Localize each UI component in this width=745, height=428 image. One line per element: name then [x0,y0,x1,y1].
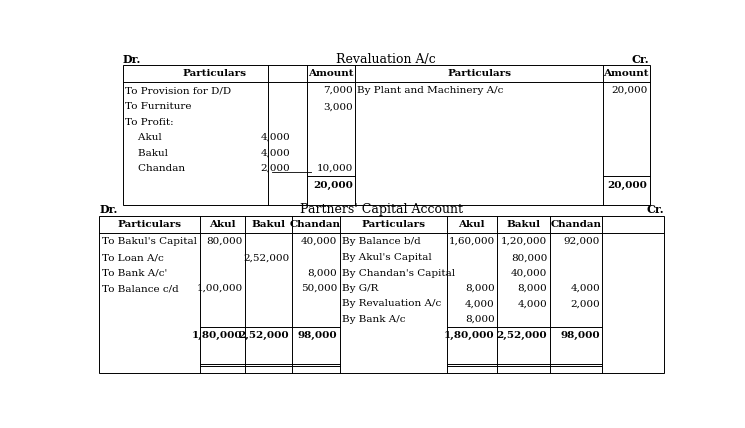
Text: To Balance c/d: To Balance c/d [101,284,178,293]
Text: 4,000: 4,000 [518,300,548,309]
Text: Particulars: Particulars [118,220,182,229]
Text: 1,80,000: 1,80,000 [444,331,495,340]
Text: Amount: Amount [603,69,649,78]
Text: 3,000: 3,000 [323,102,352,111]
Text: 92,000: 92,000 [564,237,600,246]
Text: Chandan: Chandan [551,220,601,229]
Text: To Profit:: To Profit: [125,118,174,127]
Text: Akul: Akul [209,220,236,229]
Text: 40,000: 40,000 [511,269,548,278]
Text: 8,000: 8,000 [465,284,495,293]
Text: 20,000: 20,000 [607,181,647,190]
Text: 8,000: 8,000 [518,284,548,293]
Text: 8,000: 8,000 [308,269,337,278]
Text: 40,000: 40,000 [301,237,337,246]
Text: Revaluation A/c: Revaluation A/c [336,53,436,65]
Text: Partners' Capital Account: Partners' Capital Account [300,203,463,217]
Text: By Chandan's Capital: By Chandan's Capital [342,269,455,278]
Text: 1,60,000: 1,60,000 [448,237,495,246]
Text: 20,000: 20,000 [611,86,647,95]
Text: 1,20,000: 1,20,000 [501,237,548,246]
Text: 80,000: 80,000 [206,237,243,246]
Text: Cr.: Cr. [632,54,650,65]
Text: To Bank A/c': To Bank A/c' [101,269,167,278]
Text: 1,00,000: 1,00,000 [197,284,243,293]
Text: 2,52,000: 2,52,000 [238,331,289,340]
Text: By Akul's Capital: By Akul's Capital [342,253,431,262]
Text: To Bakul's Capital: To Bakul's Capital [101,237,197,246]
Text: Bakul: Bakul [251,220,285,229]
Text: Chandan: Chandan [290,220,341,229]
Text: 50,000: 50,000 [301,284,337,293]
Text: 8,000: 8,000 [465,315,495,324]
Text: Particulars: Particulars [183,69,247,78]
Text: Bakul: Bakul [507,220,540,229]
Text: By Balance b/d: By Balance b/d [342,237,421,246]
Text: 1,80,000: 1,80,000 [192,331,243,340]
Text: By Revaluation A/c: By Revaluation A/c [342,300,441,309]
Text: Akul: Akul [458,220,485,229]
Text: Bakul: Bakul [125,149,168,158]
Text: 2,52,000: 2,52,000 [243,253,289,262]
Text: Dr.: Dr. [99,205,118,215]
Text: Dr.: Dr. [123,54,141,65]
Text: 10,000: 10,000 [317,164,352,173]
Text: 7,000: 7,000 [323,86,352,95]
Text: 4,000: 4,000 [465,300,495,309]
Text: To Provision for D/D: To Provision for D/D [125,86,231,95]
Text: 2,000: 2,000 [570,300,600,309]
Text: 4,000: 4,000 [260,133,290,142]
Text: 98,000: 98,000 [560,331,600,340]
Bar [123,65,650,205]
Text: 98,000: 98,000 [297,331,337,340]
Text: By G/R: By G/R [342,284,378,293]
Text: 2,52,000: 2,52,000 [497,331,548,340]
Text: Chandan: Chandan [125,164,185,173]
Text: 4,000: 4,000 [260,149,290,158]
Text: By Plant and Machinery A/c: By Plant and Machinery A/c [358,86,504,95]
Text: Particulars: Particulars [447,69,511,78]
Bar [99,216,665,373]
Text: Particulars: Particulars [361,220,425,229]
Text: 80,000: 80,000 [511,253,548,262]
Text: 2,000: 2,000 [260,164,290,173]
Text: By Bank A/c: By Bank A/c [342,315,405,324]
Text: Cr.: Cr. [647,205,665,215]
Text: Akul: Akul [125,133,162,142]
Text: Amount: Amount [308,69,354,78]
Text: 20,000: 20,000 [313,181,352,190]
Text: To Loan A/c: To Loan A/c [101,253,163,262]
Text: To Furniture: To Furniture [125,102,191,111]
Text: 4,000: 4,000 [570,284,600,293]
